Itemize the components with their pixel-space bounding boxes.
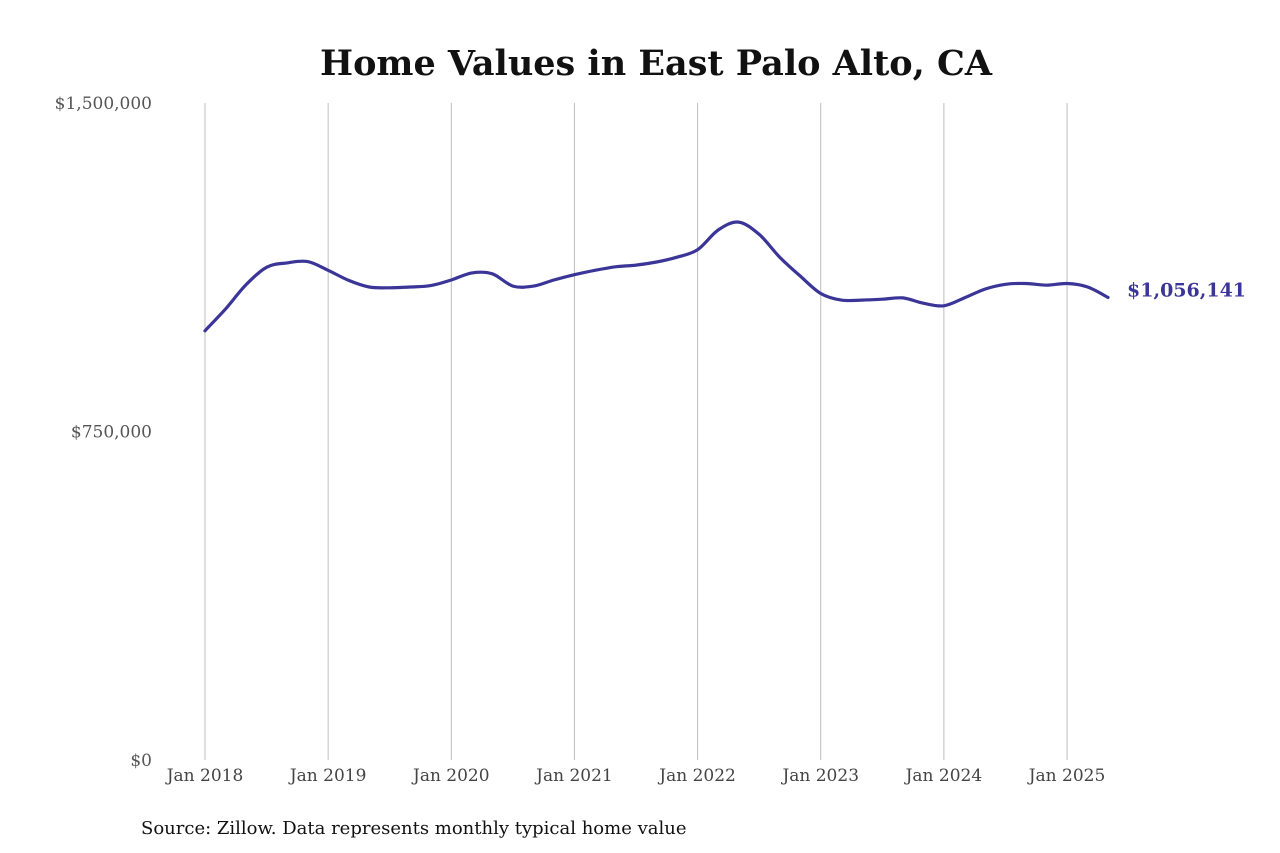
x-tick-label-6: Jan 2024 [904,766,983,786]
x-tick-label-5: Jan 2023 [780,766,859,786]
y-tick-label-1: $750,000 [71,423,152,443]
x-tick-label-2: Jan 2020 [411,766,490,786]
series-line [203,220,1110,333]
gridlines [204,103,1068,760]
x-tick-label-0: Jan 2018 [165,766,244,786]
y-axis-ticks: $0 $750,000 $1,500,000 [55,94,152,771]
x-tick-label-7: Jan 2025 [1027,766,1106,786]
chart-title: Home Values in East Palo Alto, CA [320,43,993,84]
source-note: Source: Zillow. Data represents monthly … [141,818,687,839]
x-tick-label-3: Jan 2021 [534,766,613,786]
x-tick-label-1: Jan 2019 [288,766,367,786]
x-tick-label-4: Jan 2022 [657,766,736,786]
end-value-label: $1,056,141 [1127,279,1246,301]
y-tick-label-0: $0 [130,751,152,771]
x-axis-ticks: Jan 2018 Jan 2019 Jan 2020 Jan 2021 Jan 2022… [165,766,1106,786]
y-tick-label-2: $1,500,000 [55,94,152,114]
